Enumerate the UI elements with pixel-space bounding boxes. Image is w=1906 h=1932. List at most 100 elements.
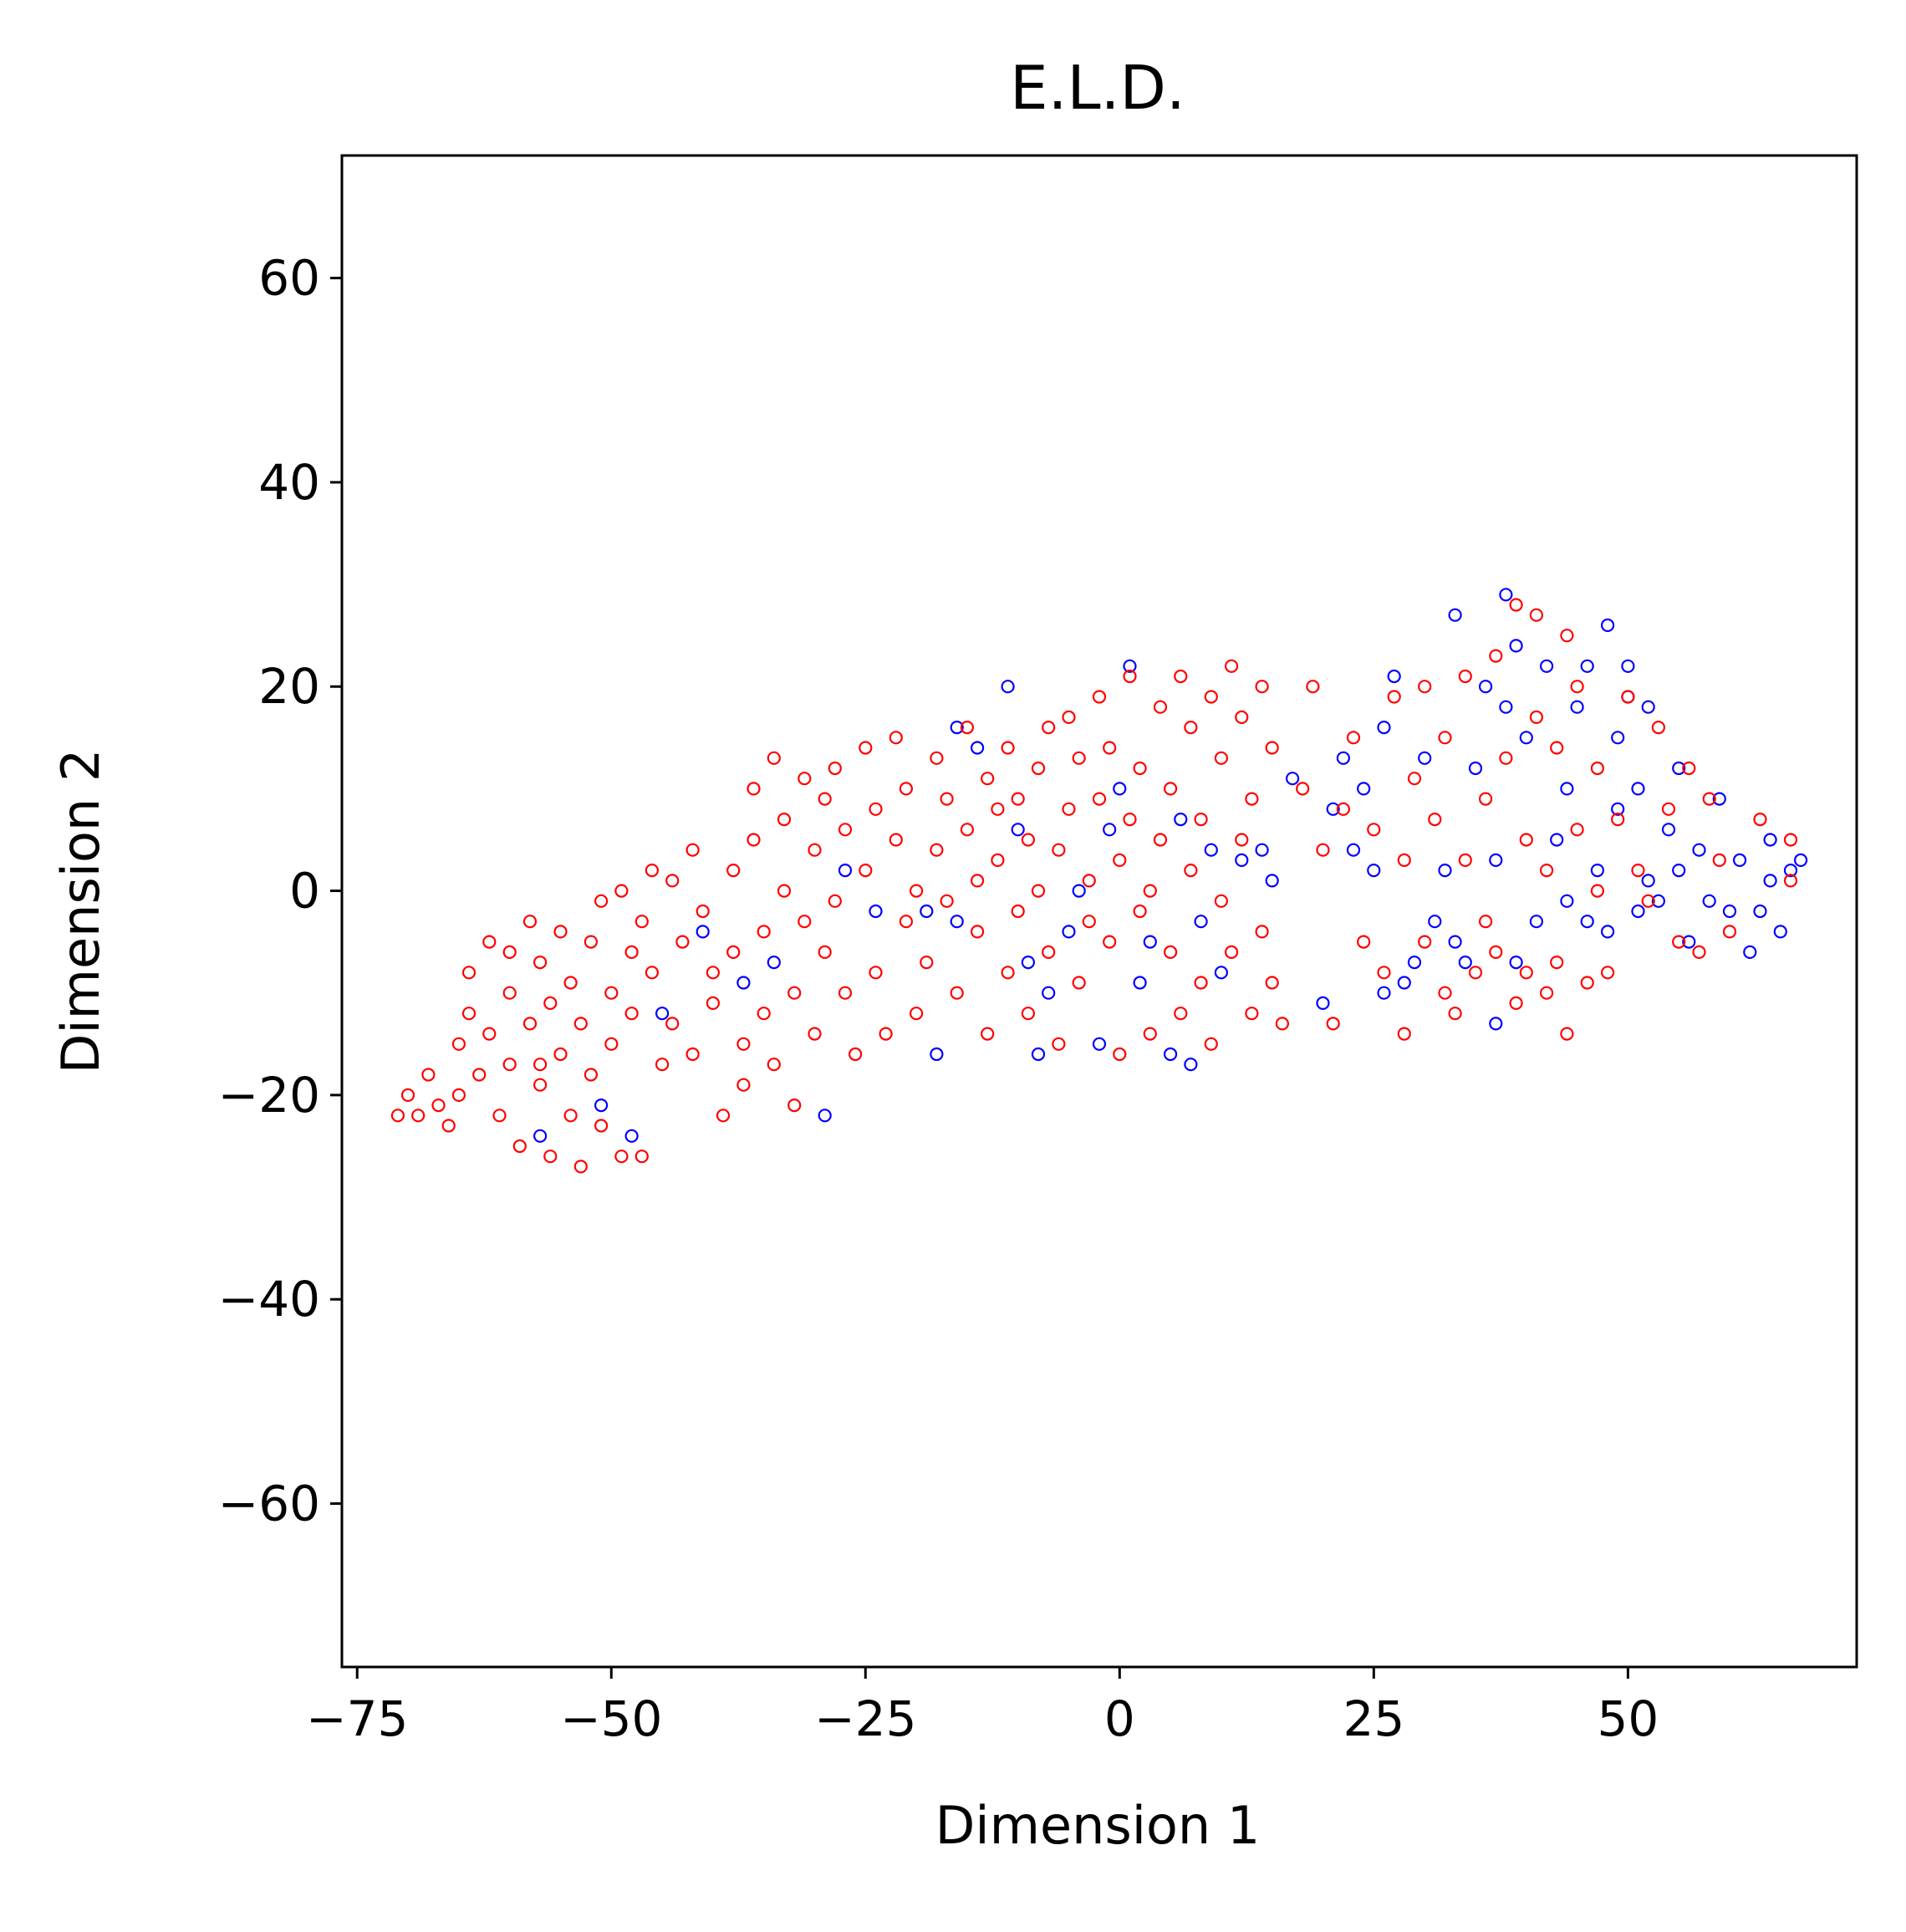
data-point-series-0-0 (533, 1129, 548, 1143)
data-point-series-1-81 (879, 1027, 893, 1041)
data-point-series-0-9 (869, 904, 883, 919)
data-point-series-1-38 (624, 1007, 639, 1021)
data-point-series-1-217 (502, 945, 517, 960)
data-point-series-1-76 (848, 1047, 863, 1062)
data-point-series-1-98 (981, 772, 995, 786)
data-point-series-1-88 (920, 955, 934, 970)
y-tick-label: −40 (218, 1271, 320, 1328)
data-point-series-1-56 (747, 833, 761, 847)
data-point-series-1-67 (798, 772, 812, 786)
x-axis: −75 −50 −25 0 25 50 (306, 1667, 1659, 1747)
data-point-series-1-102 (1001, 966, 1015, 980)
data-point-series-1-44 (665, 1017, 680, 1031)
data-point-series-0-23 (1103, 823, 1117, 837)
data-point-series-1-82 (889, 833, 903, 847)
data-point-series-1-99 (981, 1027, 995, 1041)
data-point-series-0-87 (1682, 935, 1696, 949)
data-point-series-0-35 (1255, 843, 1269, 857)
data-point-series-1-14 (502, 986, 517, 1000)
data-point-series-1-42 (655, 1058, 670, 1072)
data-point-series-0-41 (1346, 843, 1361, 857)
data-point-series-1-85 (899, 915, 914, 929)
data-point-series-1-6 (451, 1037, 466, 1051)
data-point-series-1-186 (1519, 833, 1533, 847)
data-point-series-0-5 (736, 976, 751, 990)
data-point-series-0-40 (1336, 751, 1351, 765)
data-point-series-1-74 (838, 823, 853, 837)
data-point-series-1-210 (1692, 945, 1706, 960)
data-point-series-1-147 (1224, 945, 1239, 960)
data-point-series-0-79 (1631, 904, 1645, 919)
y-tick-label: 0 (289, 863, 320, 920)
data-point-series-1-170 (1418, 680, 1432, 694)
data-point-series-0-8 (838, 863, 853, 878)
data-point-series-1-121 (1092, 792, 1107, 806)
data-point-series-0-12 (950, 915, 964, 929)
data-point-series-1-175 (1448, 1007, 1462, 1021)
data-point-series-1-166 (1387, 690, 1401, 704)
data-point-series-1-36 (614, 884, 629, 898)
data-point-series-1-35 (614, 1150, 629, 1164)
data-point-series-1-32 (594, 894, 609, 908)
data-point-series-0-61 (1509, 639, 1523, 653)
data-point-series-1-157 (1296, 782, 1310, 796)
data-point-series-1-196 (1570, 823, 1584, 837)
data-point-series-1-159 (1316, 843, 1330, 857)
data-point-series-1-101 (991, 802, 1005, 816)
data-point-series-0-1 (594, 1098, 609, 1113)
data-point-series-1-160 (1326, 1017, 1340, 1031)
data-point-series-1-154 (1265, 976, 1279, 990)
data-point-series-1-87 (909, 1007, 924, 1021)
data-point-series-1-122 (1103, 935, 1117, 949)
data-point-series-1-84 (899, 782, 914, 796)
data-point-series-1-162 (1346, 731, 1361, 745)
data-point-series-0-73 (1600, 618, 1615, 633)
data-point-series-0-81 (1641, 874, 1655, 888)
data-point-series-0-68 (1560, 782, 1574, 796)
data-point-series-0-13 (950, 720, 964, 735)
data-point-series-1-2 (411, 1109, 426, 1123)
data-point-series-1-185 (1509, 598, 1523, 612)
data-point-series-1-137 (1174, 1007, 1188, 1021)
y-tick-label: −20 (218, 1067, 320, 1124)
data-point-series-1-216 (1783, 833, 1798, 847)
data-point-series-1-47 (685, 1047, 700, 1062)
data-point-series-1-181 (1489, 945, 1503, 960)
data-point-series-0-51 (1438, 863, 1452, 878)
data-point-series-1-195 (1560, 1027, 1574, 1041)
data-point-series-0-20 (1062, 925, 1076, 939)
data-point-series-1-172 (1428, 812, 1442, 827)
data-point-series-0-30 (1184, 1058, 1198, 1072)
data-point-series-1-135 (1163, 782, 1178, 796)
data-point-series-1-153 (1255, 680, 1269, 694)
data-point-series-1-11 (482, 935, 497, 949)
data-point-series-0-86 (1672, 761, 1686, 776)
data-point-series-1-200 (1590, 884, 1605, 898)
data-point-series-0-52 (1448, 935, 1462, 949)
data-point-series-1-134 (1163, 945, 1178, 960)
data-point-series-0-93 (1743, 945, 1757, 960)
data-point-series-1-214 (1753, 812, 1767, 827)
data-point-series-1-70 (818, 792, 832, 806)
y-axis-label: Dimension 2 (50, 749, 111, 1074)
data-point-series-1-104 (1011, 904, 1025, 919)
data-point-series-1-191 (1539, 863, 1554, 878)
data-point-series-1-106 (1021, 833, 1036, 847)
data-point-series-1-212 (1712, 853, 1726, 868)
data-point-series-0-90 (1712, 792, 1726, 806)
data-point-series-1-0 (390, 1109, 405, 1123)
data-point-series-0-56 (1478, 680, 1493, 694)
data-point-series-1-201 (1600, 966, 1615, 980)
data-point-series-1-198 (1580, 976, 1594, 990)
data-point-series-0-39 (1326, 802, 1340, 816)
data-point-series-1-218 (533, 1058, 548, 1072)
data-point-series-0-15 (1001, 680, 1015, 694)
data-point-series-1-164 (1367, 823, 1381, 837)
data-point-series-1-146 (1224, 659, 1239, 673)
data-point-series-1-114 (1062, 802, 1076, 816)
data-point-series-0-64 (1529, 915, 1544, 929)
data-point-series-1-58 (757, 925, 771, 939)
data-point-series-0-24 (1113, 782, 1127, 796)
plot-area (340, 154, 1858, 1669)
data-point-series-1-46 (685, 843, 700, 857)
